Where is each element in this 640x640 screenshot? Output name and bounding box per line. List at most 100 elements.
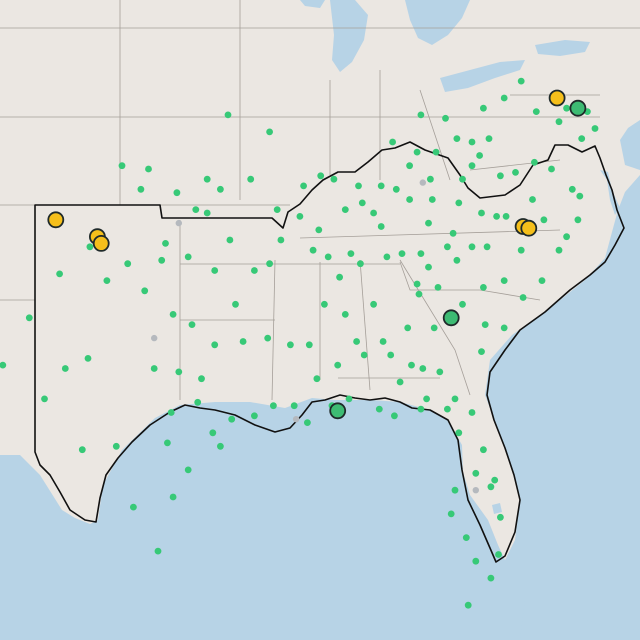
- small-marker[interactable]: [468, 409, 476, 416]
- small-marker[interactable]: [270, 402, 277, 410]
- small-marker[interactable]: [417, 250, 425, 257]
- small-marker[interactable]: [432, 148, 440, 156]
- small-marker[interactable]: [247, 175, 255, 183]
- small-marker[interactable]: [480, 446, 487, 454]
- small-marker[interactable]: [273, 206, 281, 214]
- small-marker[interactable]: [353, 338, 360, 345]
- grey-marker[interactable]: [175, 219, 182, 227]
- small-marker[interactable]: [497, 513, 504, 521]
- small-marker[interactable]: [264, 334, 272, 342]
- small-marker[interactable]: [0, 361, 7, 369]
- small-marker[interactable]: [468, 243, 476, 251]
- small-marker[interactable]: [56, 270, 63, 278]
- small-marker[interactable]: [576, 192, 584, 200]
- small-marker[interactable]: [517, 246, 525, 254]
- small-marker[interactable]: [383, 253, 391, 261]
- small-marker[interactable]: [217, 185, 224, 193]
- small-marker[interactable]: [137, 185, 145, 193]
- small-marker[interactable]: [86, 243, 94, 251]
- small-marker[interactable]: [358, 199, 366, 207]
- small-marker[interactable]: [173, 189, 181, 197]
- small-marker[interactable]: [370, 300, 377, 308]
- small-marker[interactable]: [266, 128, 273, 136]
- small-marker[interactable]: [198, 375, 205, 383]
- small-marker[interactable]: [472, 557, 480, 565]
- small-marker[interactable]: [61, 365, 69, 372]
- small-marker[interactable]: [495, 551, 502, 558]
- small-marker[interactable]: [451, 486, 459, 494]
- small-marker[interactable]: [500, 324, 508, 332]
- small-marker[interactable]: [455, 199, 463, 207]
- small-marker[interactable]: [464, 601, 472, 609]
- small-marker[interactable]: [442, 114, 449, 122]
- small-marker[interactable]: [341, 311, 349, 318]
- small-marker[interactable]: [357, 260, 364, 268]
- small-marker[interactable]: [336, 273, 343, 281]
- small-marker[interactable]: [324, 253, 332, 261]
- small-marker[interactable]: [555, 246, 563, 254]
- small-marker[interactable]: [150, 365, 158, 372]
- small-marker[interactable]: [305, 341, 313, 349]
- small-marker[interactable]: [453, 135, 461, 143]
- small-marker[interactable]: [158, 256, 166, 264]
- large-marker[interactable]: [329, 402, 347, 420]
- small-marker[interactable]: [415, 290, 423, 298]
- small-marker[interactable]: [300, 182, 307, 190]
- small-marker[interactable]: [355, 182, 362, 190]
- grey-marker[interactable]: [292, 416, 300, 423]
- grey-marker[interactable]: [151, 334, 158, 342]
- small-marker[interactable]: [224, 111, 232, 119]
- small-marker[interactable]: [417, 111, 425, 119]
- small-marker[interactable]: [175, 368, 183, 376]
- small-marker[interactable]: [485, 135, 493, 143]
- small-marker[interactable]: [423, 395, 430, 403]
- small-marker[interactable]: [578, 135, 586, 143]
- small-marker[interactable]: [563, 104, 570, 112]
- small-marker[interactable]: [169, 493, 177, 501]
- small-marker[interactable]: [203, 175, 211, 183]
- small-marker[interactable]: [391, 412, 398, 420]
- small-marker[interactable]: [290, 402, 298, 410]
- small-marker[interactable]: [379, 338, 387, 345]
- small-marker[interactable]: [228, 415, 236, 423]
- small-marker[interactable]: [141, 287, 149, 295]
- small-marker[interactable]: [404, 324, 412, 332]
- small-marker[interactable]: [209, 429, 217, 437]
- small-marker[interactable]: [568, 185, 576, 193]
- small-marker[interactable]: [519, 294, 527, 301]
- small-marker[interactable]: [481, 321, 489, 328]
- small-marker[interactable]: [192, 206, 200, 214]
- small-marker[interactable]: [211, 267, 219, 274]
- small-marker[interactable]: [78, 446, 86, 454]
- large-marker[interactable]: [569, 99, 587, 117]
- small-marker[interactable]: [425, 219, 432, 227]
- small-marker[interactable]: [162, 240, 169, 247]
- small-marker[interactable]: [370, 209, 377, 217]
- small-marker[interactable]: [25, 314, 33, 322]
- small-marker[interactable]: [455, 429, 463, 437]
- small-marker[interactable]: [347, 250, 355, 257]
- large-marker[interactable]: [92, 234, 110, 252]
- small-marker[interactable]: [277, 236, 285, 244]
- small-marker[interactable]: [434, 284, 442, 291]
- small-marker[interactable]: [538, 277, 546, 284]
- small-marker[interactable]: [444, 405, 451, 413]
- small-marker[interactable]: [428, 196, 436, 203]
- small-marker[interactable]: [487, 574, 495, 582]
- large-marker[interactable]: [548, 89, 566, 107]
- small-marker[interactable]: [118, 162, 126, 170]
- small-marker[interactable]: [502, 213, 510, 220]
- small-marker[interactable]: [84, 355, 92, 362]
- small-marker[interactable]: [112, 442, 120, 450]
- small-marker[interactable]: [500, 277, 508, 284]
- small-marker[interactable]: [517, 77, 525, 85]
- small-marker[interactable]: [194, 398, 202, 406]
- small-marker[interactable]: [387, 351, 395, 359]
- small-marker[interactable]: [145, 165, 152, 173]
- small-marker[interactable]: [512, 169, 519, 176]
- small-marker[interactable]: [188, 321, 196, 328]
- small-marker[interactable]: [239, 338, 247, 345]
- small-marker[interactable]: [211, 341, 219, 349]
